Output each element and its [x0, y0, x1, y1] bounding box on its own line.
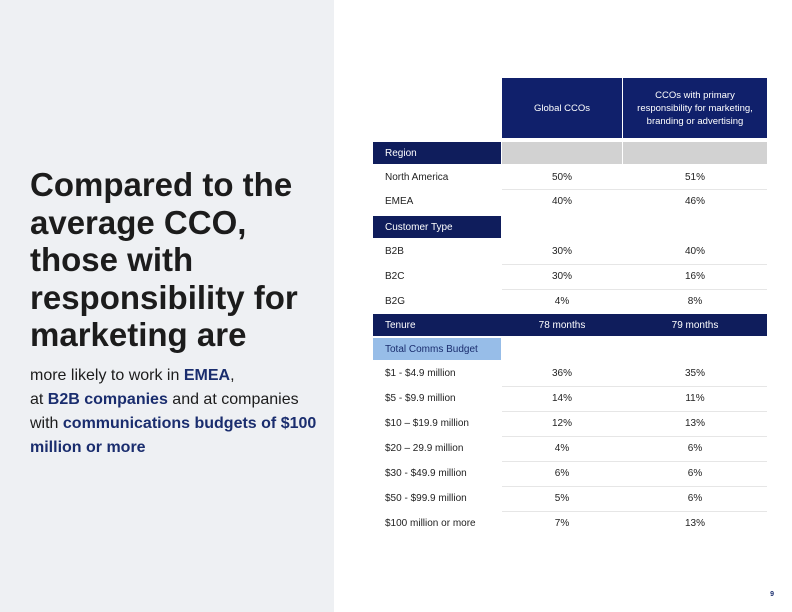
row-label: $5 - $9.9 million: [385, 392, 456, 404]
page-number: 9: [770, 591, 774, 598]
row-label: $50 - $99.9 million: [385, 492, 467, 504]
marketing-value: 11%: [685, 392, 705, 404]
tenure-row: Tenure 78 months 79 months: [373, 314, 767, 336]
subtext-part: ,: [230, 367, 235, 384]
subtext-highlight-budget: communications budgets of $100 million o…: [30, 415, 317, 456]
subtext: more likely to work in EMEA, at B2B compa…: [30, 364, 330, 460]
row-divider: [502, 411, 767, 412]
subtext-part: and at companies with: [30, 391, 299, 432]
marketing-value: 13%: [684, 517, 705, 529]
row-label: North America: [385, 171, 449, 183]
marketing-value: 6%: [687, 467, 703, 479]
row-divider: [502, 289, 767, 290]
row-label: $20 – 29.9 million: [385, 442, 464, 454]
row-label: $10 – $19.9 million: [385, 417, 469, 429]
row-divider: [502, 461, 767, 462]
section-fill: [623, 142, 767, 164]
marketing-value: 35%: [684, 367, 705, 379]
row-label: $100 million or more: [385, 517, 476, 529]
column-header-marketing: CCOs with primary responsibility for mar…: [623, 78, 767, 138]
marketing-value: 6%: [687, 442, 703, 454]
section-title: Customer Type: [373, 216, 501, 238]
row-label: B2B: [385, 245, 404, 257]
row-label: B2G: [385, 295, 406, 307]
row-divider: [502, 189, 767, 190]
section-header-customer-type: Customer Type: [373, 216, 767, 238]
global-value: 36%: [551, 367, 572, 379]
section-header-region: Region: [373, 142, 767, 164]
marketing-value: 51%: [684, 171, 705, 183]
row-divider: [502, 386, 767, 387]
row-label: $30 - $49.9 million: [385, 467, 467, 479]
section-title: Total Comms Budget: [373, 338, 501, 360]
global-value: 40%: [551, 195, 572, 207]
subtext-highlight-emea: EMEA: [183, 367, 231, 384]
marketing-value: 46%: [684, 195, 705, 207]
marketing-value: 13%: [684, 417, 705, 429]
row-divider: [502, 264, 767, 265]
marketing-value: 6%: [687, 492, 703, 504]
row-label: EMEA: [385, 195, 414, 207]
row-label: $1 - $4.9 million: [385, 367, 456, 379]
global-value: 4%: [554, 442, 570, 454]
marketing-value: 79 months: [671, 319, 719, 331]
headline: Compared to the average CCO, those with …: [30, 166, 298, 353]
global-value: 30%: [551, 270, 572, 282]
global-value: 14%: [551, 392, 572, 404]
subtext-part: more likely to work in: [30, 367, 184, 384]
row-divider: [502, 486, 767, 487]
global-value: 30%: [551, 245, 572, 257]
row-divider: [502, 511, 767, 512]
row-divider: [502, 436, 767, 437]
marketing-value: 40%: [684, 245, 705, 257]
marketing-value: 16%: [684, 270, 705, 282]
section-header-budget: Total Comms Budget: [373, 338, 767, 360]
global-value: 50%: [551, 171, 572, 183]
global-value: 7%: [554, 517, 570, 529]
section-title: Region: [373, 142, 501, 164]
section-fill: [502, 142, 622, 164]
subtext-part: at: [30, 391, 48, 408]
global-value: 4%: [554, 295, 570, 307]
left-panel: [0, 0, 334, 612]
row-label: B2C: [385, 270, 405, 282]
global-value: 12%: [551, 417, 572, 429]
global-value: 78 months: [538, 319, 586, 331]
row-label: Tenure: [385, 319, 416, 331]
column-header-global: Global CCOs: [502, 78, 622, 138]
subtext-highlight-b2b: B2B companies: [47, 391, 168, 408]
global-value: 5%: [554, 492, 570, 504]
global-value: 6%: [554, 467, 570, 479]
marketing-value: 8%: [687, 295, 703, 307]
